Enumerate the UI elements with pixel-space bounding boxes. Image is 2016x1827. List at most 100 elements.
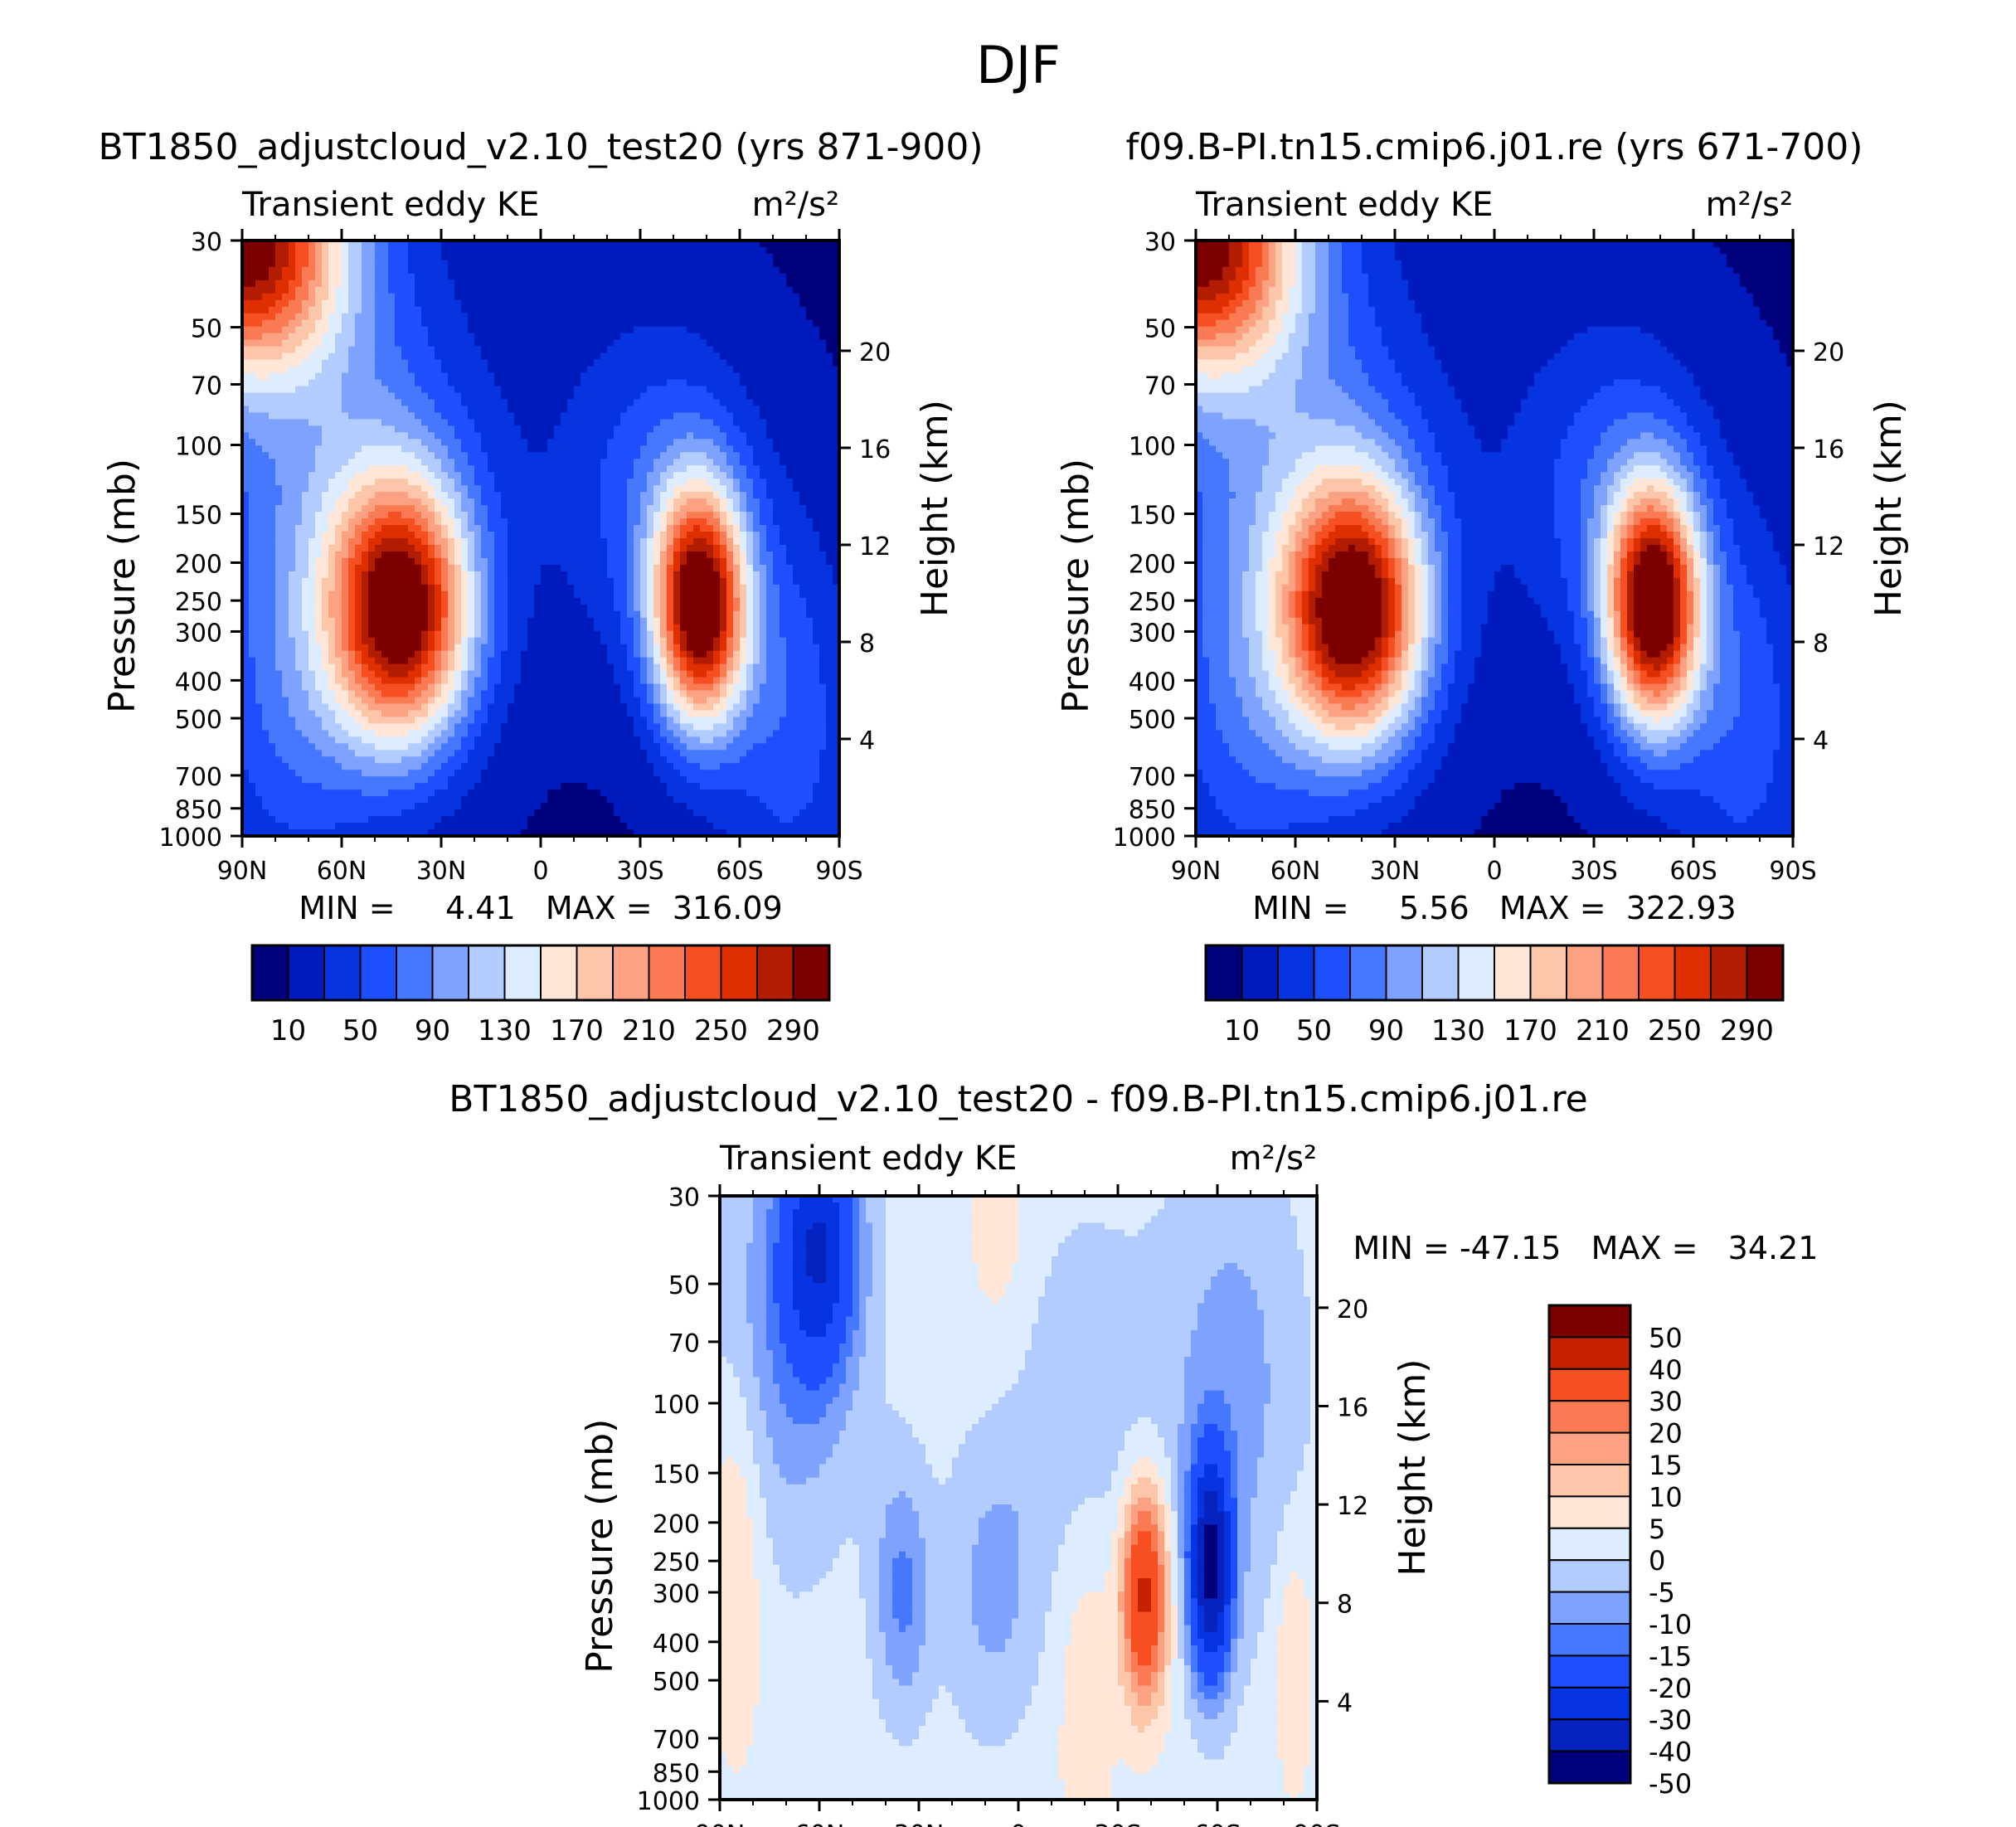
contour-cell [673,279,681,288]
contour-cell [441,525,449,532]
contour-cell [255,260,263,268]
contour-cell [249,299,256,308]
contour-cell [819,372,827,381]
contour-cell [255,557,263,566]
contour-cell [587,425,595,433]
contour-cell [468,505,475,513]
contour-cell [282,544,289,552]
contour-cell [753,538,760,546]
contour-cell [395,286,402,294]
contour-cell [262,412,270,420]
contour-cell [567,439,575,446]
contour-cell [388,313,396,321]
contour-cell [647,505,654,513]
contour-cell [581,253,588,261]
contour-cell [567,512,575,519]
contour-cell [468,333,475,341]
contour-cell [726,485,734,493]
contour-cell [773,313,780,321]
contour-cell [348,551,356,559]
contour-cell [806,452,814,459]
contour-cell [474,399,482,407]
contour-cell [786,352,794,361]
contour-cell [401,498,409,506]
contour-cell [687,293,694,301]
contour-cell [527,253,535,261]
contour-cell [468,498,475,506]
contour-cell [554,286,561,294]
contour-cell [428,372,435,381]
contour-cell [262,346,270,354]
contour-cell [567,319,575,328]
contour-cell [740,472,747,479]
contour-cell [481,346,488,354]
contour-cell [415,366,422,374]
contour-cell [726,326,734,334]
contour-cell [640,299,648,308]
contour-cell [813,439,820,446]
contour-cell [660,419,668,426]
contour-cell [600,273,608,281]
contour-cell [302,352,309,361]
contour-cell [600,392,608,401]
contour-cell [322,339,329,347]
contour-cell [381,339,389,347]
contour-cell [388,465,396,473]
contour-cell [348,492,356,499]
contour-cell [421,544,429,552]
contour-cell [740,352,747,361]
contour-cell [806,544,814,552]
contour-cell [766,339,774,347]
contour-cell [461,452,469,459]
contour-cell [687,386,694,394]
contour-cell [600,366,608,374]
contour-cell [760,246,767,255]
contour-cell [527,525,535,532]
contour-cell [368,246,376,255]
contour-cell [620,412,628,420]
contour-cell [282,366,289,374]
contour-cell [242,419,250,426]
contour-cell [587,518,595,526]
contour-cell [634,432,641,440]
contour-cell [819,432,827,440]
contour-cell [680,399,687,407]
contour-cell [355,253,362,261]
contour-cell [673,346,681,354]
contour-cell [640,372,648,381]
contour-cell [826,299,833,308]
contour-cell [249,352,256,361]
contour-cell [660,465,668,473]
contour-cell [381,366,389,374]
contour-cell [786,346,794,354]
contour-cell [441,452,449,459]
contour-cell [720,452,727,459]
contour-cell [561,306,568,314]
contour-cell [348,577,356,586]
contour-cell [634,293,641,301]
contour-cell [640,359,648,367]
contour-cell [527,306,535,314]
contour-cell [355,551,362,559]
contour-cell [408,505,415,513]
contour-cell [355,505,362,513]
contour-cell [607,518,615,526]
contour-cell [766,538,774,546]
contour-cell [561,352,568,361]
contour-cell [521,498,528,506]
contour-cell [793,512,800,519]
contour-cell [620,326,628,334]
contour-cell [780,465,787,473]
contour-cell [454,590,462,599]
contour-cell [707,557,714,566]
contour-cell [474,319,482,328]
contour-cell [335,590,342,599]
contour-cell [295,432,303,440]
contour-cell [541,485,548,493]
contour-cell [627,538,634,546]
contour-cell [833,532,839,539]
contour-cell [395,492,402,499]
contour-cell [660,260,668,268]
contour-cell [421,346,429,354]
contour-cell [275,432,283,440]
